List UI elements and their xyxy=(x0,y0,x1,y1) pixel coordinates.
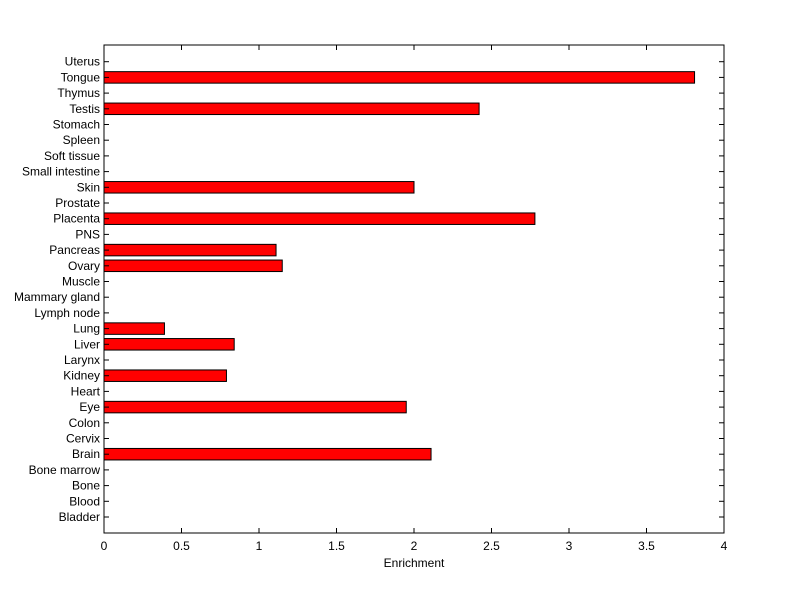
bar-eye xyxy=(103,400,407,414)
y-tick-label-cervix: Cervix xyxy=(66,432,100,446)
y-tick-label-muscle: Muscle xyxy=(62,275,100,289)
x-tick-label: 0.5 xyxy=(173,539,190,553)
y-tick-label-ovary: Ovary xyxy=(68,259,100,273)
y-tick-label-pancreas: Pancreas xyxy=(49,243,100,257)
plot-frame xyxy=(103,44,725,534)
bar-liver xyxy=(103,338,235,351)
y-tick-label-uterus: Uterus xyxy=(65,55,100,69)
y-tick-label-bone: Bone xyxy=(72,479,100,493)
y-tick-label-blood: Blood xyxy=(69,494,100,508)
x-axis-label: Enrichment xyxy=(384,556,445,570)
y-tick-label-kidney: Kidney xyxy=(63,369,100,383)
y-tick-label-mammary-gland: Mammary gland xyxy=(14,290,100,304)
x-tick-labels: 0 0.5 1 1.5 2 2.5 3 3.5 4 xyxy=(101,539,728,553)
y-tick-label-tongue: Tongue xyxy=(61,70,101,84)
y-tick-label-eye: Eye xyxy=(79,400,100,414)
bar-pancreas xyxy=(103,243,277,257)
y-tick-label-small-intestine: Small intestine xyxy=(22,165,100,179)
x-tick-label: 2.5 xyxy=(483,539,500,553)
y-tick-label-stomach: Stomach xyxy=(53,118,100,132)
y-tick-label-lung: Lung xyxy=(73,322,100,336)
y-tick-label-placenta: Placenta xyxy=(53,212,100,226)
bar-ovary xyxy=(103,259,283,273)
bars-group xyxy=(103,71,696,461)
x-tick-label: 1 xyxy=(256,539,263,553)
x-tick-label: 4 xyxy=(721,539,728,553)
y-tick-label-liver: Liver xyxy=(74,337,100,351)
bar-placenta xyxy=(103,212,536,225)
bar-kidney xyxy=(103,369,227,382)
y-tick-label-lymph-node: Lymph node xyxy=(34,306,100,320)
y-tick-label-soft-tissue: Soft tissue xyxy=(44,149,100,163)
x-tick-label: 2 xyxy=(411,539,418,553)
y-tick-label-bladder: Bladder xyxy=(59,510,100,524)
y-tick-label-skin: Skin xyxy=(77,180,100,194)
y-tick-label-pns: PNS xyxy=(75,227,100,241)
y-tick-label-larynx: Larynx xyxy=(64,353,100,367)
y-tick-label-thymus: Thymus xyxy=(57,86,100,100)
bar-skin xyxy=(103,181,415,194)
y-tick-label-brain: Brain xyxy=(72,447,100,461)
y-tick-label-spleen: Spleen xyxy=(63,133,100,147)
y-tick-label-heart: Heart xyxy=(71,384,101,398)
x-tick-label: 3 xyxy=(566,539,573,553)
bar-lung xyxy=(103,322,165,335)
y-tick-label-testis: Testis xyxy=(69,102,100,116)
x-tick-label: 1.5 xyxy=(328,539,345,553)
x-tick-label: 0 xyxy=(101,539,108,553)
bar-tongue xyxy=(103,71,696,84)
bar-brain xyxy=(103,447,432,461)
bar-testis xyxy=(103,102,480,116)
x-tick-label: 3.5 xyxy=(638,539,655,553)
y-tick-label-colon: Colon xyxy=(69,416,100,430)
y-tick-label-bone-marrow: Bone marrow xyxy=(29,463,101,477)
y-tick-label-prostate: Prostate xyxy=(55,196,100,210)
